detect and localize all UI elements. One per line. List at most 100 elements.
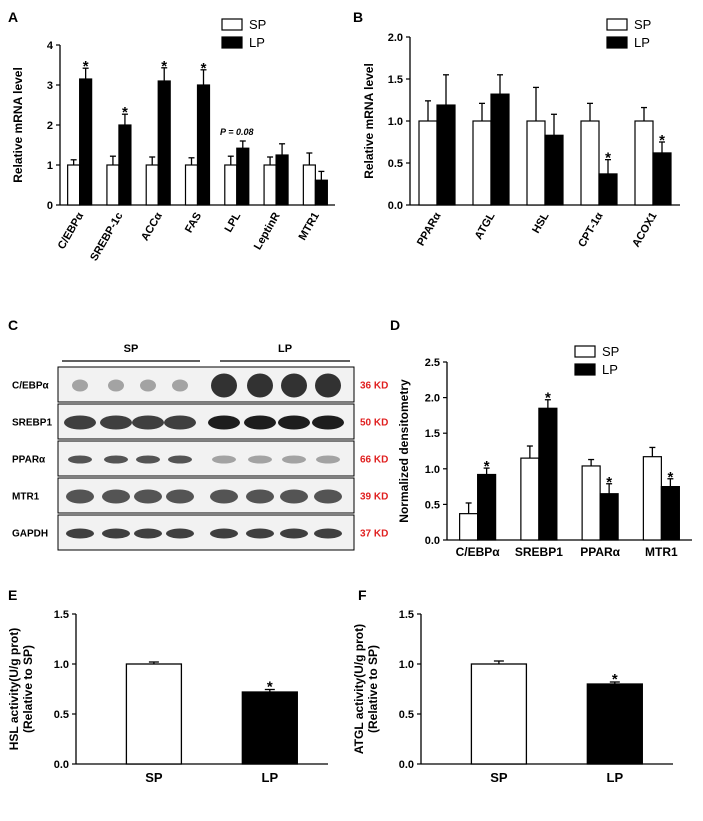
bar-sp-lpl xyxy=(224,164,238,206)
x-tick-label: LP xyxy=(607,770,624,785)
blot-band xyxy=(210,528,238,539)
bar-sp-srebp-1c xyxy=(106,164,120,206)
x-tick-label: LPL xyxy=(223,210,244,234)
blot-band xyxy=(315,373,341,398)
bar-lp-lpl xyxy=(236,147,250,206)
significance-star: * xyxy=(122,104,128,121)
legend-label-lp: LP xyxy=(634,35,650,50)
legend-label-lp: LP xyxy=(249,35,265,50)
significance-star: * xyxy=(267,679,273,696)
x-tick-label: C/EBPα xyxy=(456,545,501,559)
significance-star: * xyxy=(545,390,551,407)
blot-band xyxy=(72,379,88,392)
x-tick-label: HSL xyxy=(530,210,552,235)
significance-star: * xyxy=(606,474,612,491)
y-tick-label: 1.5 xyxy=(388,74,403,86)
blot-band xyxy=(104,455,128,464)
chart-panel-d: D 0.0 0.5 1.0 1.5 2.0 2.5 Normalized densitomet… xyxy=(390,317,692,559)
significance-star: * xyxy=(667,469,673,486)
y-axis-label: HSL activity(U/g prot) xyxy=(7,628,21,750)
bar-lp-acc xyxy=(157,80,171,206)
y-tick-label: 3 xyxy=(47,80,53,92)
blot-kd-mtr1: 39 KD xyxy=(360,492,388,503)
x-tick-label: ACOX1 xyxy=(630,211,659,250)
blot-band xyxy=(211,373,237,398)
x-tick-label: SREBP1 xyxy=(515,545,563,559)
blot-band xyxy=(314,528,342,539)
p-value-annotation: P = 0.08 xyxy=(220,127,253,137)
y-tick-label: 0.5 xyxy=(425,499,440,511)
y-axis-label: Normalized densitometry xyxy=(397,379,411,523)
significance-star: * xyxy=(201,60,207,77)
blot-band xyxy=(246,528,274,539)
blot-kd-c-ebp: 36 KD xyxy=(360,381,388,392)
bar-lp-acox1 xyxy=(652,152,672,206)
bar-lp-c-ebp xyxy=(477,473,497,541)
y-axis-label: (Relative to SP) xyxy=(21,645,35,733)
chart-panel-b: B 0.0 0.5 1.0 1.5 2.0 Relative mRNA level PPARα… xyxy=(353,9,680,249)
blot-band xyxy=(247,373,273,398)
bar-sp-atgl xyxy=(472,120,492,206)
y-tick-label: 0.5 xyxy=(388,158,403,170)
bar-sp-leptinr xyxy=(263,164,277,206)
bar-lp-atgl xyxy=(490,93,510,206)
blot-band xyxy=(64,415,96,430)
blot-group-lp: LP xyxy=(278,343,292,355)
x-tick-label: MTR1 xyxy=(297,211,322,243)
significance-star: * xyxy=(83,58,89,75)
y-axis-label: Relative mRNA level xyxy=(362,63,376,179)
y-tick-label: 0.0 xyxy=(399,759,414,771)
y-tick-label: 1 xyxy=(47,160,53,172)
x-tick-label: LP xyxy=(262,770,279,785)
legend-swatch-lp xyxy=(574,363,596,376)
x-tick-label: SREBP-1c xyxy=(88,211,125,264)
blot-strip-ppar xyxy=(57,440,355,477)
blot-band xyxy=(102,528,130,539)
bar-sp-acc xyxy=(145,164,159,206)
y-tick-label: 0.0 xyxy=(54,759,69,771)
blot-row-label-ppar: PPARα xyxy=(12,455,46,466)
blot-band xyxy=(164,415,196,430)
blot-band xyxy=(212,455,236,464)
x-tick-label: PPARα xyxy=(580,545,620,559)
bar-sp-srebp1 xyxy=(520,457,540,541)
y-tick-label: 2.0 xyxy=(388,32,403,44)
bar-lp-ppar xyxy=(436,104,456,206)
legend-label-sp: SP xyxy=(634,17,651,32)
blot-band xyxy=(166,528,194,539)
bar-lp-mtr1 xyxy=(314,179,328,206)
western-blot-panel: C SP LP C/EBPα 36 KD SREBP1 50 KD PPARα 66 KD MTR… xyxy=(8,317,388,551)
blot-band xyxy=(66,528,94,539)
y-tick-label: 0 xyxy=(47,200,53,212)
bar-sp xyxy=(125,663,183,765)
panel-label-b: B xyxy=(353,9,363,25)
bar-lp-mtr1 xyxy=(660,486,680,541)
blot-group-sp: SP xyxy=(124,343,139,355)
x-tick-label: SP xyxy=(145,770,163,785)
blot-band xyxy=(136,455,160,464)
bar-sp-fas xyxy=(184,164,199,206)
chart-panel-a: A 0 1 2 3 4 Relative mRNA level * C/EBPα * SREBP-1… xyxy=(8,9,335,263)
bar-lp-srebp-1c xyxy=(118,124,132,206)
blot-band xyxy=(314,489,342,504)
x-tick-label: MTR1 xyxy=(645,545,678,559)
blot-band xyxy=(172,379,188,392)
blot-band xyxy=(281,373,307,398)
bar-lp-ppar xyxy=(599,493,619,541)
y-tick-label: 1.0 xyxy=(399,659,414,671)
blot-row-label-c-ebp: C/EBPα xyxy=(12,381,50,392)
significance-star: * xyxy=(161,58,167,75)
blot-band xyxy=(140,379,156,392)
blot-strip-c-ebp xyxy=(57,366,355,403)
x-tick-label: CPT-1α xyxy=(576,210,605,249)
x-tick-label: ATGL xyxy=(473,210,498,241)
panel-label-c: C xyxy=(8,317,18,333)
blot-band xyxy=(280,489,308,504)
blot-band xyxy=(100,415,132,430)
x-tick-label: SP xyxy=(490,770,508,785)
bar-lp-srebp1 xyxy=(538,407,558,541)
blot-band xyxy=(166,489,194,504)
blot-band xyxy=(278,415,310,430)
y-tick-label: 1.0 xyxy=(54,659,69,671)
